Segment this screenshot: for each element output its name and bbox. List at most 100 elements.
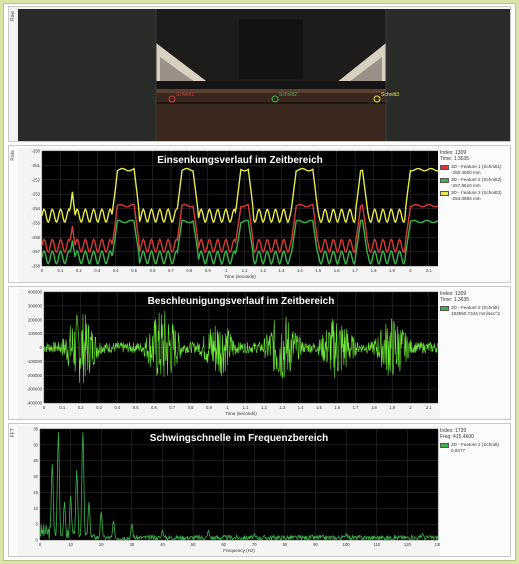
- legend-series-name: 2D - Feature 2 (Schnitt): [451, 305, 499, 310]
- y-tick-label: -400000: [27, 401, 43, 406]
- y-tick-label: 25: [33, 458, 38, 463]
- x-tick-label: 1.4: [297, 268, 303, 273]
- x-tick-label: 0.8: [188, 405, 194, 410]
- legend-series-value: 193550.7344 mm/sec^2: [451, 310, 500, 316]
- acceleration-chart[interactable]: 400000 300000 200000 100000 0 -100000 -200000 -…: [18, 289, 440, 419]
- displacement-panel: Rate -250 -251 -252 -253 -254 -255 -256 -257 -25…: [8, 145, 511, 283]
- x-tick-label: 0.1: [59, 405, 65, 410]
- legend-series-name: 2D - Feature 2 (Schnitt): [451, 442, 499, 447]
- x-axis-label: Time (seconds): [224, 274, 256, 279]
- x-tick-label: 1.9: [389, 268, 395, 273]
- x-tick-label: 0: [39, 542, 42, 547]
- x-tick-label: 0.2: [76, 268, 82, 273]
- displacement-legend: 3D - Feature 1 (Schnitt1) -250.4600 mm 3D…: [440, 164, 510, 201]
- legend-swatch: [440, 443, 449, 448]
- camera-marker-label: Schnitt2: [279, 92, 297, 98]
- x-tick-label: 100: [343, 542, 351, 547]
- x-tick-label: 60: [221, 542, 226, 547]
- y-tick-label: 400000: [28, 290, 43, 295]
- legend-series-name: 3D - Feature 3 (Schnitt3): [451, 190, 502, 195]
- y-tick-label: 15: [33, 490, 38, 495]
- x-tick-label: 1.3: [279, 268, 285, 273]
- x-tick-label: 1.8: [371, 405, 377, 410]
- x-tick-label: 1.7: [353, 405, 359, 410]
- x-tick-label: 50: [191, 542, 196, 547]
- y-tick-label: 100000: [28, 331, 43, 336]
- legend-item[interactable]: 2D - Feature 2 (Schnitt) 193550.7344 mm/s…: [440, 305, 510, 316]
- legend-series-name: 3D - Feature 1 (Schnitt1): [451, 164, 502, 169]
- x-tick-label: 80: [283, 542, 288, 547]
- series-line: [41, 203, 439, 254]
- y-tick-label: -254: [32, 206, 41, 211]
- legend-item[interactable]: 3D - Feature 1 (Schnitt1) -250.4600 mm: [440, 164, 510, 175]
- displacement-side-label: Rate: [10, 150, 16, 161]
- y-tick-label: -300000: [27, 387, 43, 392]
- acceleration-time-readout: Time: 1.3635: [440, 297, 469, 303]
- x-tick-label: 0.9: [206, 405, 212, 410]
- x-tick-label: 0.6: [150, 268, 156, 273]
- x-tick-label: 30: [130, 542, 135, 547]
- camera-panel: Raw Schnitt1 Schnitt2 Schnitt3: [8, 6, 511, 142]
- chart-title: Beschleunigungsverlauf im Zeitbereich: [148, 296, 335, 307]
- x-tick-label: 1.2: [261, 405, 267, 410]
- x-tick-label: 110: [373, 542, 380, 547]
- legend-series-value: -257.8610 mm: [451, 182, 481, 188]
- x-tick-label: 0.1: [58, 268, 64, 273]
- x-tick-label: 1.5: [316, 405, 322, 410]
- x-tick-label: 1.8: [371, 268, 377, 273]
- camera-marker: [373, 95, 381, 103]
- x-tick-label: 0: [41, 268, 44, 273]
- x-tick-label: 1.6: [334, 405, 340, 410]
- application-frame: Raw Schnitt1 Schnitt2 Schnitt3 Rate -250 -2…: [3, 3, 516, 561]
- x-tick-label: 2.1: [426, 268, 432, 273]
- x-tick-label: 0.5: [131, 268, 137, 273]
- y-tick-label: 300000: [28, 303, 43, 308]
- legend-swatch: [440, 191, 449, 196]
- x-tick-label: 10: [68, 542, 73, 547]
- series-line: [43, 310, 439, 384]
- y-tick-label: 30: [33, 442, 38, 447]
- x-tick-label: 1.4: [298, 405, 304, 410]
- x-tick-label: 1.1: [243, 405, 249, 410]
- y-tick-label: -250: [32, 149, 41, 154]
- camera-marker-label: Schnitt3: [381, 92, 399, 98]
- chart-title: Einsenkungsverlauf im Zeitbereich: [157, 155, 323, 166]
- x-tick-label: 0.9: [205, 268, 211, 273]
- x-tick-label: 0.7: [169, 405, 175, 410]
- legend-item[interactable]: 3D - Feature 3 (Schnitt3) -254.0983 mm: [440, 190, 510, 201]
- x-tick-label: 70: [252, 542, 257, 547]
- x-axis-label: Time (seconds): [225, 411, 257, 416]
- x-tick-label: 90: [313, 542, 318, 547]
- x-tick-label: 1.1: [242, 268, 248, 273]
- x-tick-label: 1: [226, 405, 229, 410]
- y-tick-label: -251: [32, 163, 41, 168]
- series-line: [39, 432, 439, 542]
- x-tick-label: 120: [404, 542, 412, 547]
- y-tick-label: -256: [32, 235, 41, 240]
- x-tick-label: 0.3: [94, 268, 100, 273]
- x-axis-label: Frequency (Hz): [223, 548, 255, 553]
- x-tick-label: 0.4: [113, 268, 119, 273]
- y-tick-label: -252: [32, 177, 41, 182]
- x-tick-label: 0.8: [186, 268, 192, 273]
- x-tick-label: 1.9: [389, 405, 395, 410]
- legend-item[interactable]: 2D - Feature 2 (Schnitt) 0.8377: [440, 442, 510, 453]
- legend-series-value: -254.0983 mm: [451, 195, 481, 201]
- x-tick-label: 0.6: [151, 405, 157, 410]
- x-tick-label: 2: [409, 405, 412, 410]
- legend-item[interactable]: 3D - Feature 2 (Schnitt2) -257.8610 mm: [440, 177, 510, 188]
- x-tick-label: 0.5: [133, 405, 139, 410]
- y-tick-label: -200000: [27, 373, 43, 378]
- legend-series-value: 0.8377: [451, 447, 466, 453]
- y-tick-label: 10: [33, 506, 38, 511]
- displacement-info: Index: 1309 Time: 1.3635 3D - Feature 1 …: [440, 150, 510, 201]
- camera-marker: [271, 95, 279, 103]
- x-tick-label: 130: [435, 542, 441, 547]
- y-tick-label: -257: [32, 249, 41, 254]
- x-tick-label: 0.7: [168, 268, 174, 273]
- x-tick-label: 1.3: [279, 405, 285, 410]
- spectrum-side-label: FFT: [10, 428, 16, 438]
- camera-view[interactable]: Schnitt1 Schnitt2 Schnitt3: [9, 7, 512, 143]
